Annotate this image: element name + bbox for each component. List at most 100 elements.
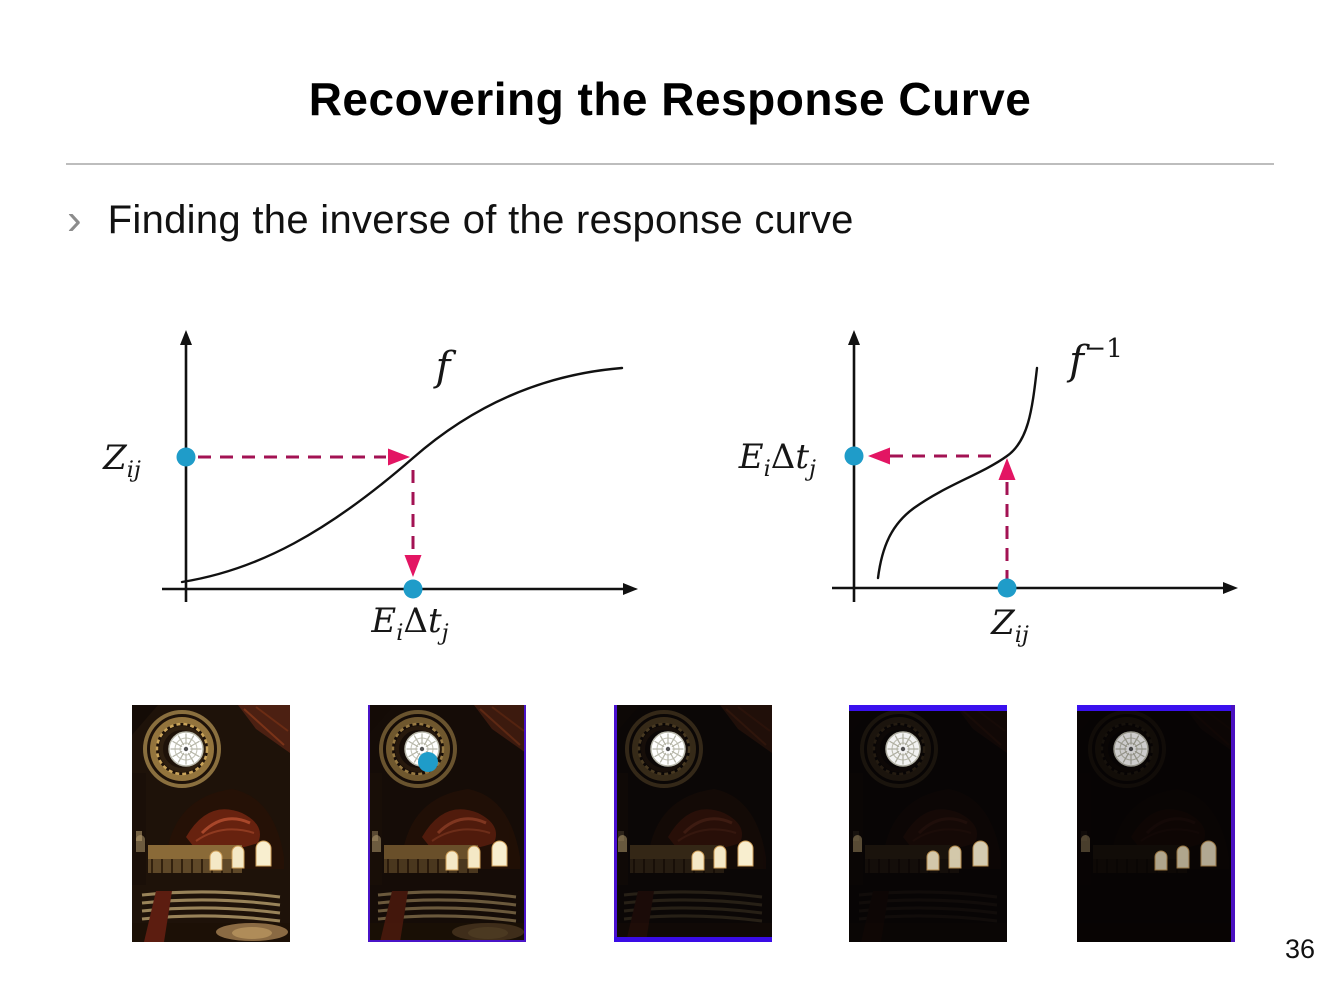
ceiling-corner xyxy=(1077,705,1103,735)
scan-stripe-left xyxy=(614,705,617,942)
window xyxy=(255,840,272,867)
skylight-spoke xyxy=(894,752,902,763)
skylight-spoke xyxy=(669,752,677,763)
stained-glass-windows xyxy=(1081,835,1217,871)
dome-outer-ring xyxy=(1088,710,1166,788)
window xyxy=(467,845,481,869)
steps xyxy=(858,890,998,942)
apse-arch xyxy=(648,789,766,869)
y-axis-arrowhead xyxy=(180,330,192,345)
step-edge xyxy=(858,906,998,915)
sample-dot-y-axis xyxy=(844,446,864,466)
altar-frieze xyxy=(1093,845,1187,859)
skylight-center xyxy=(419,746,425,752)
x-axis-arrowhead xyxy=(623,583,638,595)
mural-streak xyxy=(1140,828,1200,842)
sample-dot-x-axis xyxy=(403,579,423,599)
scan-stripe-right xyxy=(1231,705,1235,942)
beam-line xyxy=(479,708,521,746)
floor-glow-inner xyxy=(232,927,272,939)
photo-background xyxy=(614,705,772,942)
step-edge xyxy=(623,906,763,915)
skylight-spoke xyxy=(408,740,419,748)
step-edge xyxy=(858,898,998,907)
window xyxy=(1154,850,1168,871)
church-structure xyxy=(614,705,772,942)
mapping-arrowhead xyxy=(404,555,422,577)
beam-line xyxy=(243,708,285,746)
mapping-arrowhead xyxy=(388,448,410,466)
ceiling-beams xyxy=(238,705,290,753)
step-edge xyxy=(623,914,763,923)
skylight-center xyxy=(183,746,189,752)
skylight-spoke xyxy=(408,750,419,758)
photo-exposure-2 xyxy=(368,705,526,942)
dome-inscription xyxy=(872,722,926,776)
skylight-spoke xyxy=(1132,752,1140,763)
photo-background xyxy=(849,705,1007,942)
mural xyxy=(1131,809,1205,851)
mural-streak xyxy=(682,817,733,835)
skylight-spoke xyxy=(1132,735,1140,746)
skylight-spoke xyxy=(671,740,682,748)
steps xyxy=(377,890,517,942)
sample-dot-y-axis xyxy=(176,447,196,467)
apse-arch xyxy=(1111,789,1229,869)
floor xyxy=(1077,923,1235,942)
stained-glass-windows xyxy=(853,835,989,871)
skylight-spoke xyxy=(669,735,677,746)
skylight-rosette xyxy=(885,731,921,767)
skylight-spoke xyxy=(659,752,667,763)
window xyxy=(926,850,940,871)
floor-glow xyxy=(216,923,288,941)
title-divider xyxy=(66,163,1274,165)
window xyxy=(948,845,962,869)
scan-stripe-right xyxy=(524,705,526,942)
mural-streak xyxy=(200,817,251,835)
scan-stripe-bottom xyxy=(614,937,772,942)
skylight-spoke xyxy=(172,740,183,748)
dome-inscription xyxy=(155,722,209,776)
altar-frieze xyxy=(630,845,724,859)
dome-band xyxy=(632,717,696,781)
scan-stripe-top xyxy=(849,705,1007,711)
photo-exposure-1 xyxy=(132,705,290,942)
skylight-spoke xyxy=(1122,735,1130,746)
beam-line xyxy=(255,706,289,732)
wall-highlight xyxy=(1081,831,1087,841)
mapping-arrowhead xyxy=(998,458,1016,480)
beam-line xyxy=(737,706,771,732)
sample-dot-x-axis xyxy=(997,578,1017,598)
skylight-spoke xyxy=(904,735,912,746)
slide-title: Recovering the Response Curve xyxy=(308,73,1032,125)
skylight-spoke xyxy=(671,750,682,758)
skylight-spoke xyxy=(1134,750,1145,758)
response-curve xyxy=(180,366,624,584)
ceiling-corner xyxy=(368,705,394,735)
curve-label: f xyxy=(433,344,457,390)
window xyxy=(691,850,705,871)
stained-glass-windows xyxy=(372,835,508,871)
response-curve xyxy=(876,366,1039,580)
skylight-spoke xyxy=(1122,752,1130,763)
dome-inscription xyxy=(391,722,445,776)
floor-glow-inner xyxy=(468,927,508,939)
dome-inscription xyxy=(1100,722,1154,776)
stained-glass-windows xyxy=(136,835,272,871)
skylight-spoke xyxy=(904,752,912,763)
beam-line xyxy=(960,708,1002,746)
floor xyxy=(368,923,526,942)
dome-band xyxy=(386,717,450,781)
skylight-spoke xyxy=(423,735,431,746)
bullet-chevron-icon: › xyxy=(67,195,82,244)
stained-glass-windows xyxy=(618,835,754,871)
altar-frieze xyxy=(384,845,478,859)
ceiling-beams xyxy=(474,705,526,753)
skylight-spoke xyxy=(659,735,667,746)
skylight-rosette xyxy=(168,731,204,767)
carpet xyxy=(861,891,889,942)
mural xyxy=(903,809,977,851)
apse-arch xyxy=(883,789,1001,869)
left-wall xyxy=(849,773,863,885)
window xyxy=(737,840,754,867)
